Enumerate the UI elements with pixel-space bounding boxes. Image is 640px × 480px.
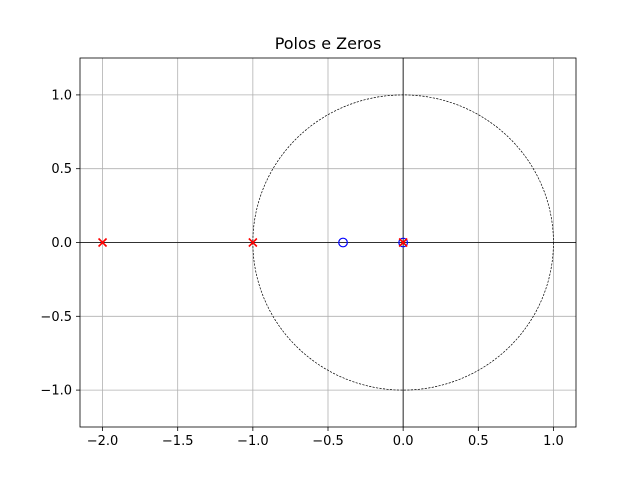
y-tick-label: 0.0 [51,236,72,251]
zero-marker [338,237,348,248]
x-tick-label: −1.0 [237,434,269,449]
y-tick-label: 1.0 [51,88,72,103]
x-tick-label: −0.5 [312,434,344,449]
unit-circle-path [252,94,554,391]
markers [97,237,409,248]
pole-marker-stroke [398,237,408,248]
pole-marker [97,237,108,248]
y-tick-label: −1.0 [40,384,72,399]
pole-marker-stroke [97,237,108,248]
x-tick-label: −2.0 [87,434,119,449]
y-axis-ticks: 1.0 0.5 0.0 −0.5 −1.0 [40,88,80,399]
y-tick-label: 0.5 [51,162,72,177]
y-tick-label: −0.5 [40,310,72,325]
pole-marker-stroke [248,237,258,248]
x-tick-label: −1.5 [162,434,194,449]
unit-circle [252,94,554,391]
x-tick-label: 0.5 [468,434,489,449]
x-tick-label: 0.0 [393,434,414,449]
chart-title: Polos e Zeros [275,34,382,53]
pole-marker [248,237,258,248]
zero-marker [398,237,409,248]
pole-marker [398,237,408,248]
x-axis-ticks: −2.0 −1.5 −1.0 −0.5 0.0 0.5 1.0 [87,427,564,449]
x-tick-label: 1.0 [543,434,564,449]
